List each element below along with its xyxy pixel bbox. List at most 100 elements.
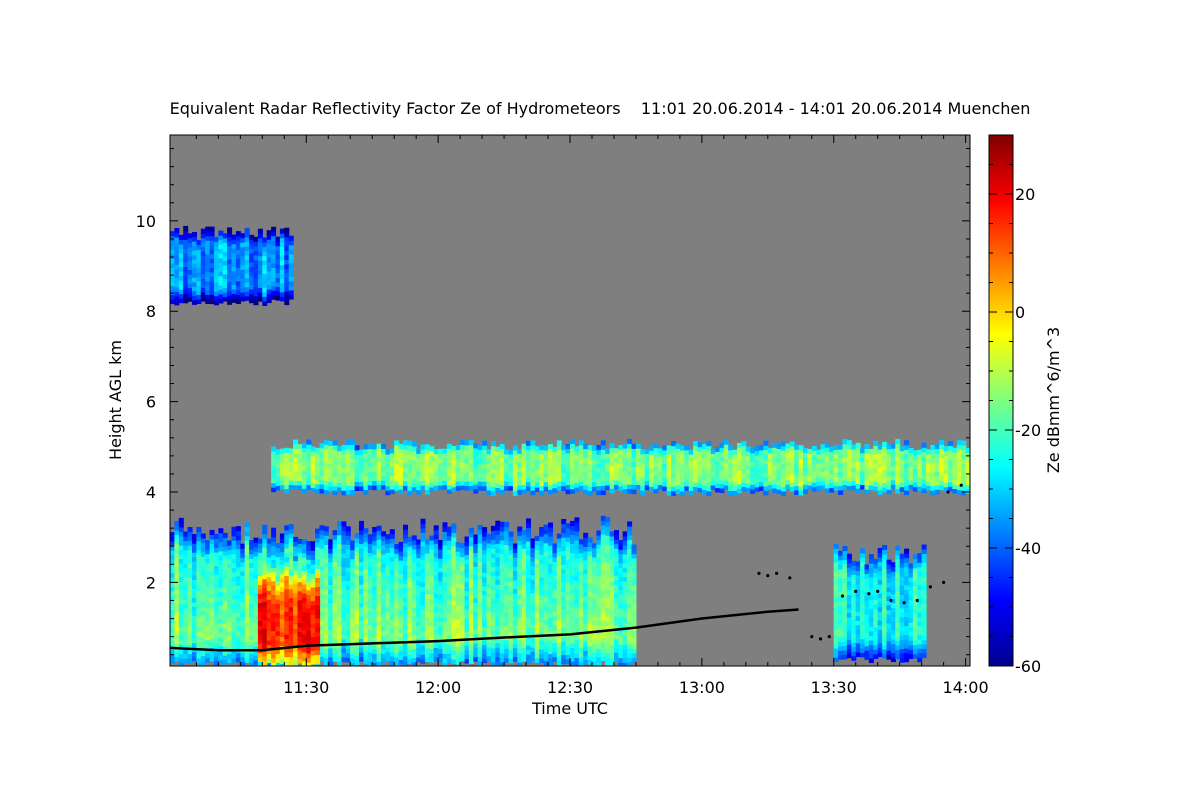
- heat-cell: [728, 490, 734, 496]
- heat-cell: [231, 630, 237, 636]
- heat-cell: [205, 603, 211, 609]
- heat-cell: [508, 485, 514, 491]
- heat-cell: [253, 632, 259, 638]
- heat-cell: [798, 472, 804, 478]
- heat-cell: [376, 643, 382, 649]
- heat-cell: [249, 248, 255, 254]
- heat-cell: [196, 658, 202, 664]
- heat-cell: [231, 581, 237, 587]
- heat-cell: [912, 482, 918, 488]
- heat-cell: [543, 601, 549, 607]
- heat-cell: [592, 633, 597, 639]
- heat-cell: [363, 480, 369, 486]
- heat-cell: [385, 656, 391, 662]
- heat-cell: [403, 538, 408, 544]
- heat-cell: [460, 570, 466, 576]
- heat-cell: [227, 639, 233, 645]
- heat-cell: [776, 448, 782, 454]
- heat-cell: [196, 536, 202, 542]
- heat-cell: [442, 639, 448, 645]
- heat-cell: [565, 541, 571, 547]
- heat-cell: [486, 533, 492, 539]
- heat-cell: [266, 284, 272, 290]
- heat-cell: [816, 454, 822, 460]
- heat-cell: [315, 551, 321, 557]
- heat-cell: [367, 575, 373, 581]
- heat-cell: [794, 476, 800, 482]
- heat-cell: [178, 243, 184, 249]
- heat-cell: [403, 551, 408, 557]
- heat-cell: [820, 471, 826, 477]
- heat-cell: [266, 257, 272, 263]
- heat-cell: [337, 616, 342, 622]
- heat-cell: [398, 470, 404, 476]
- heat-cell: [556, 651, 562, 657]
- heat-cell: [728, 485, 734, 491]
- heat-cell: [675, 452, 681, 458]
- heat-cell: [192, 561, 197, 567]
- heat-cell: [222, 269, 228, 275]
- heat-cell: [244, 549, 250, 555]
- heat-cell: [376, 607, 382, 613]
- heat-cell: [411, 464, 417, 470]
- heat-cell: [596, 584, 602, 590]
- heat-cell: [416, 584, 422, 590]
- heat-cell: [235, 235, 241, 241]
- heat-cell: [381, 603, 386, 609]
- heat-cell: [614, 448, 619, 454]
- heat-cell: [253, 569, 259, 575]
- heat-cell: [253, 659, 259, 665]
- heat-cell: [890, 443, 896, 449]
- heat-cell: [521, 584, 527, 590]
- heat-cell: [473, 566, 479, 572]
- heat-cell: [552, 474, 558, 480]
- heat-cell: [631, 484, 637, 490]
- heat-cell: [464, 568, 470, 574]
- heat-cell: [486, 489, 492, 495]
- heat-cell: [781, 459, 786, 465]
- heat-cell: [442, 567, 448, 573]
- heat-cell: [521, 530, 527, 536]
- heat-cell: [284, 534, 290, 540]
- heat-cell: [614, 461, 619, 467]
- heat-cell: [323, 594, 329, 600]
- heat-cell: [174, 642, 180, 648]
- heat-cell: [468, 462, 474, 468]
- heat-cell: [556, 655, 562, 661]
- heat-cell: [855, 451, 861, 457]
- heat-cell: [372, 567, 378, 573]
- heat-cell: [187, 567, 193, 573]
- heat-cell: [477, 476, 483, 482]
- heat-cell: [490, 481, 496, 487]
- heat-cell: [455, 476, 461, 482]
- heat-cell: [385, 463, 391, 469]
- heat-cell: [227, 590, 233, 596]
- heat-cell: [468, 573, 474, 579]
- heat-cell: [341, 593, 347, 599]
- heat-cell: [222, 251, 228, 257]
- heat-cell: [341, 580, 347, 586]
- heat-cell: [293, 457, 299, 463]
- heat-cell: [504, 657, 510, 663]
- heat-cell: [583, 582, 589, 588]
- heat-cell: [548, 522, 553, 528]
- heat-cell: [464, 485, 470, 491]
- heat-cell: [468, 480, 474, 486]
- heat-cell: [200, 251, 206, 257]
- heat-cell: [653, 488, 659, 494]
- heat-cell: [218, 654, 224, 660]
- heat-cell: [565, 489, 571, 495]
- heat-cell: [350, 631, 356, 637]
- heat-cell: [227, 617, 233, 623]
- heat-cell: [262, 246, 268, 252]
- heat-cell: [627, 488, 633, 494]
- heat-cell: [178, 581, 184, 587]
- heat-cell: [253, 245, 259, 251]
- heat-cell: [240, 611, 246, 617]
- heat-cell: [570, 651, 575, 657]
- heat-cell: [420, 640, 426, 646]
- heat-cell: [495, 460, 501, 466]
- heat-cell: [521, 588, 527, 594]
- heat-cell: [394, 575, 400, 581]
- heat-cell: [662, 458, 668, 464]
